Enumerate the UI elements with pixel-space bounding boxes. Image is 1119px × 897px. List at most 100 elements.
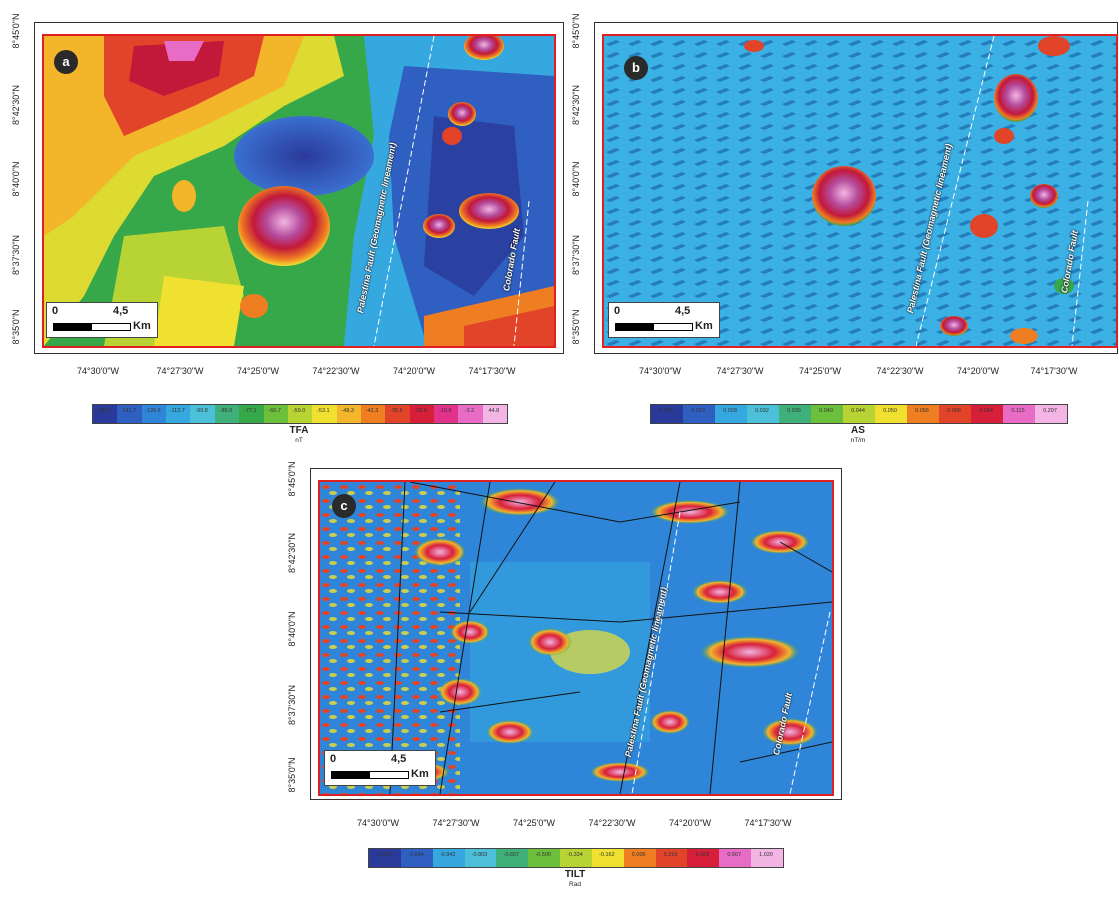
scale-unit: Km [695,320,713,332]
lat-tick: 8°45'0"N [11,13,21,49]
colorbar-swatch [683,405,715,423]
colorbar-tilt [368,848,784,868]
lat-tick: 8°37'30"N [11,234,21,276]
colorbar-swatch [719,849,752,867]
lat-tick: 8°40'0"N [11,161,21,197]
colorbar-tick-label: -19.9 [438,408,452,414]
colorbar-tick-label: -126.6 [145,408,161,414]
colorbar-swatch [747,405,779,423]
colorbar-tick-label: -53.1 [317,408,330,414]
colorbar-swatch [779,405,811,423]
lat-tick: 8°42'30"N [571,84,581,126]
lat-tick: 8°35'0"N [11,309,21,345]
colorbar-swatch [811,405,843,423]
tfa-map-graphic [44,36,554,346]
colorbar-swatch [385,405,410,423]
colorbar-tick-label: 0.066 [947,408,961,414]
colorbar-tick-label: 0.115 [1011,408,1025,414]
colorbar-tick-label: -1.094 [407,852,424,858]
lon-tick: 74°20'0"W [956,366,1000,376]
colorbar-title: TFA [289,425,309,436]
colorbar-tick-label: -0.803 [471,852,488,858]
colorbar-tick-label: 0.032 [755,408,769,414]
colorbar-swatch [651,405,683,423]
scale-start: 0 [614,305,621,317]
lon-tick: 74°30'0"W [356,818,400,828]
colorbar-tick-label: -0.500 [535,852,551,858]
colorbar-tick-label: 0.040 [819,408,833,414]
colorbar-swatch [655,849,688,867]
lon-tick: 74°20'0"W [392,366,436,376]
colorbar-tick-label: 0.216 [663,852,678,858]
colorbar-swatch [336,405,361,423]
colorbar-swatch [623,849,656,867]
colorbar-swatch [312,405,337,423]
colorbar-swatch [875,405,907,423]
colorbar-swatch [560,849,592,867]
colorbar-tick-label: 0.006 [631,852,646,858]
colorbar-tick-label: 0.056 [915,408,929,414]
colorbar-swatch [751,849,783,867]
colorbar-swatch [287,405,313,423]
lat-tick: 8°45'0"N [287,461,297,497]
scale-bar: 0 4,5 Km [608,302,720,338]
scale-start: 0 [330,753,337,765]
colorbar-tick-label: -42.3 [365,408,379,414]
colorbar-swatch [715,405,747,423]
lon-tick: 74°25'0"W [236,366,280,376]
colorbar-swatch [432,849,465,867]
colorbar-title: AS [851,425,865,436]
lat-tick: 8°42'30"N [287,532,297,574]
colorbar-swatch [400,849,433,867]
colorbar-tick-label: -48.3 [341,408,354,414]
colorbar-tick-label: 0.036 [787,408,801,414]
colorbar-tick-label: 0.050 [883,408,897,414]
lat-tick: 8°45'0"N [571,13,581,49]
colorbar-tick-label: -113.7 [169,408,185,414]
lon-tick: 74°20'0"W [668,818,712,828]
scale-graphic [615,323,693,331]
colorbar-tick-label: -99.8 [195,408,208,414]
scale-bar: 0 4,5 Km [324,750,436,786]
scale-end: 4,5 [391,753,407,765]
map-as: Palestina Fault (Geomagnetic lineament) … [602,34,1118,348]
colorbar-swatch [166,405,191,423]
colorbar-swatch [360,405,386,423]
colorbar-unit: Rad [569,881,581,888]
colorbar-tick-label: -3.2 [464,408,475,414]
colorbar-tick-label: 0.028 [723,408,737,414]
map-tilt: Palestina Fault (Geomagnetic lineament) … [318,480,834,796]
colorbar-tick-label: -0.162 [599,852,615,858]
scale-unit: Km [133,320,151,332]
colorbar-unit: nT/m [850,437,866,444]
colorbar-tick-label: -66.7 [268,408,281,414]
scale-graphic [331,771,409,779]
colorbar-tick-label: 0.428 [695,852,710,858]
scale-unit: Km [411,768,429,780]
colorbar-swatch [1003,405,1035,423]
lon-tick: 74°25'0"W [798,366,842,376]
scale-start: 0 [52,305,59,317]
lon-tick: 74°22'30"W [876,366,924,376]
colorbar-swatch [1035,405,1067,423]
lon-tick: 74°17'30"W [744,818,792,828]
colorbar-tick-label: -0.942 [439,852,456,858]
colorbar-tick-label: -0.657 [503,852,520,858]
colorbar-swatch [458,405,483,423]
colorbar-swatch [464,849,497,867]
lon-tick: 74°30'0"W [638,366,682,376]
lon-tick: 74°27'30"W [432,818,480,828]
lon-tick: 74°17'30"W [468,366,516,376]
lat-tick: 8°40'0"N [287,611,297,647]
colorbar-swatch [939,405,971,423]
colorbar-swatch [263,405,288,423]
scale-end: 4,5 [675,305,691,317]
lon-tick: 74°17'30"W [1030,366,1078,376]
colorbar-tick-label: 44.8 [488,408,500,414]
lat-tick: 8°35'0"N [571,309,581,345]
colorbar-tick-label: 0.667 [727,852,742,858]
scale-graphic [53,323,131,331]
colorbar-tick-label: 0.084 [979,408,993,414]
lat-tick: 8°35'0"N [287,757,297,793]
panel-badge: a [54,50,78,74]
